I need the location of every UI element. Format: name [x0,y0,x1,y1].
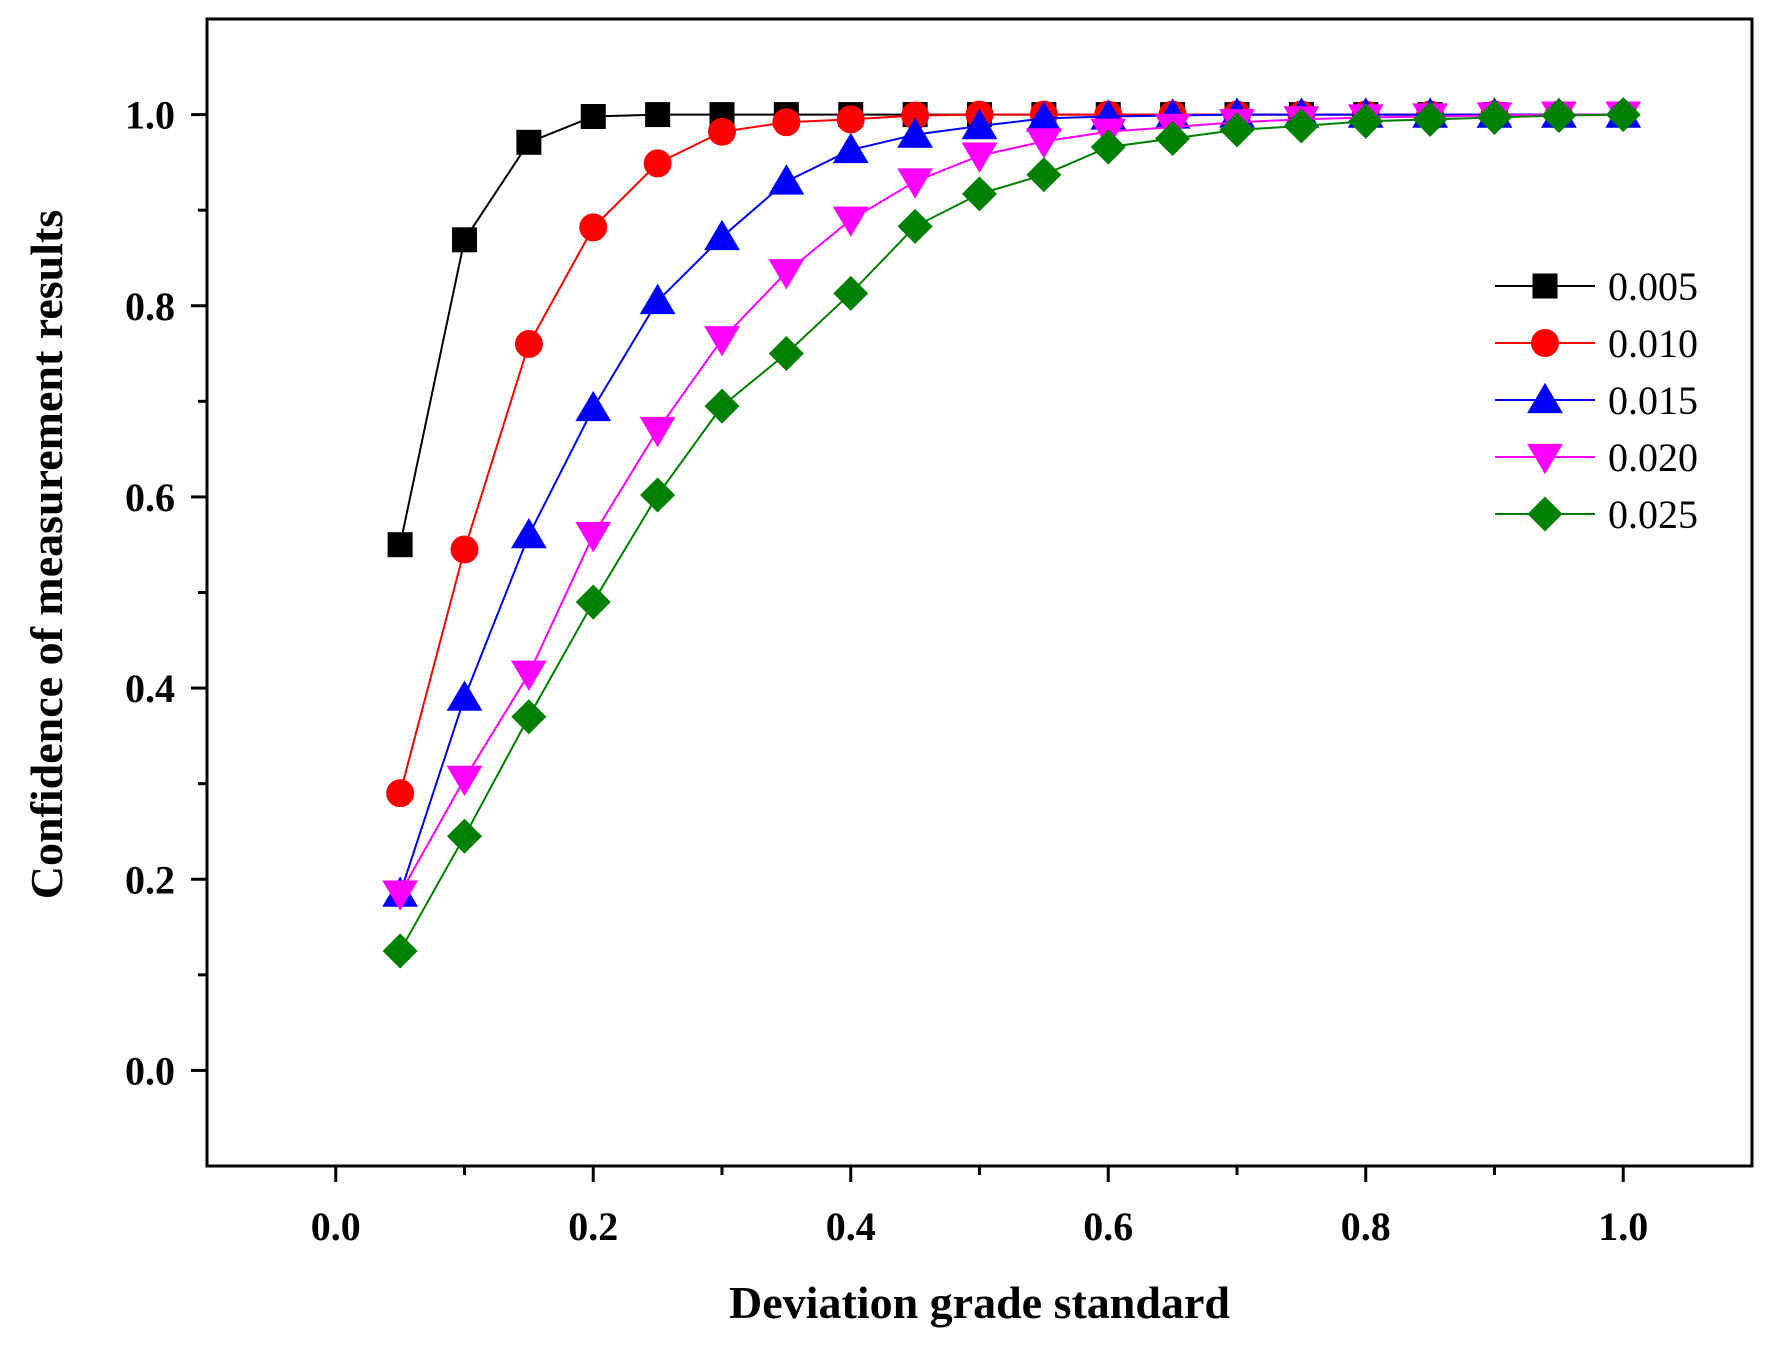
x-tick-label: 1.0 [1598,1204,1648,1249]
data-point [579,213,608,242]
data-point [832,206,869,237]
data-point [643,149,672,178]
series-0.010 [386,100,1638,808]
legend-label: 0.025 [1608,492,1698,537]
data-point [832,132,869,164]
data-point [1090,129,1126,165]
data-point [446,680,483,711]
y-axis-title: Confidence of measurement results [21,210,72,899]
data-point [640,477,676,513]
data-point [836,105,865,134]
data-point [704,388,740,424]
data-point [961,176,998,212]
data-point [1412,101,1448,137]
data-point [833,275,869,311]
data-point [639,283,676,315]
series-line [399,113,1624,794]
y-tick-label: 0.2 [125,857,175,902]
legend-marker [1527,496,1563,532]
data-point [1541,98,1577,134]
x-tick-label: 0.2 [568,1204,618,1249]
data-point [1025,128,1062,159]
data-point [446,818,483,854]
series-layer [382,97,1642,969]
data-point [580,103,606,129]
data-point [704,326,740,357]
x-tick-label: 0.8 [1341,1204,1391,1249]
data-point [704,219,740,251]
data-point [382,933,418,969]
legend-item: 0.020 [1495,435,1698,480]
data-point [1476,99,1513,135]
data-point [1155,120,1191,156]
x-tick-label: 0.4 [826,1204,876,1249]
data-point [514,330,543,358]
x-axis-title: Deviation grade standard [729,1277,1230,1328]
legend-item: 0.010 [1495,321,1698,366]
data-point [1283,108,1319,144]
data-point [452,227,477,253]
legend-item: 0.015 [1495,378,1698,423]
data-point [897,117,934,148]
legend-marker [1527,382,1563,414]
data-point [1026,157,1062,193]
data-point [1219,112,1255,148]
y-tick-label: 0.4 [125,666,175,711]
legend-label: 0.005 [1608,264,1698,309]
x-tick-label: 0.0 [311,1204,361,1249]
data-point [639,416,676,448]
data-point [961,142,998,173]
legend-label: 0.020 [1608,435,1698,480]
series-0.025 [382,97,1641,969]
x-tick-label: 0.6 [1083,1204,1133,1249]
data-point [510,517,547,549]
data-point [708,117,736,146]
series-0.015 [382,97,1642,907]
data-point [897,208,933,244]
data-point [772,108,801,137]
legend-marker [1527,443,1563,475]
data-point [516,129,542,155]
x-axis: 0.0 0.2 0.4 0.6 0.8 1.0 [311,1166,1648,1249]
legend-label: 0.015 [1608,378,1698,423]
data-point [575,390,612,422]
data-point [1348,103,1384,139]
data-point [382,880,419,911]
data-point [768,336,804,372]
y-tick-label: 0.6 [125,475,175,520]
data-point [510,660,547,691]
data-point [961,108,998,140]
data-point [897,168,934,199]
y-tick-label: 0.0 [125,1048,175,1093]
series-0.005 [387,102,1636,558]
data-point [511,699,547,735]
legend-item: 0.025 [1495,492,1698,537]
legend-marker [1531,329,1559,357]
data-point [446,765,483,797]
series-line [399,113,1624,545]
legend: 0.005 0.010 0.015 0.020 0.025 [1495,264,1698,537]
data-point [387,532,413,558]
y-tick-label: 1.0 [125,93,175,138]
data-point [575,522,612,553]
y-axis: 0.0 0.2 0.4 0.6 0.8 1.0 [125,93,207,1093]
data-point [645,102,671,128]
data-point [575,584,611,620]
data-point [768,164,805,195]
data-point [768,259,805,290]
y-tick-label: 0.8 [125,284,175,329]
series-0.020 [382,101,1642,911]
data-point [450,535,479,564]
data-point [1605,97,1641,133]
legend-label: 0.010 [1608,321,1698,366]
data-point [386,779,415,808]
legend-marker [1532,273,1558,299]
legend-item: 0.005 [1495,264,1698,309]
